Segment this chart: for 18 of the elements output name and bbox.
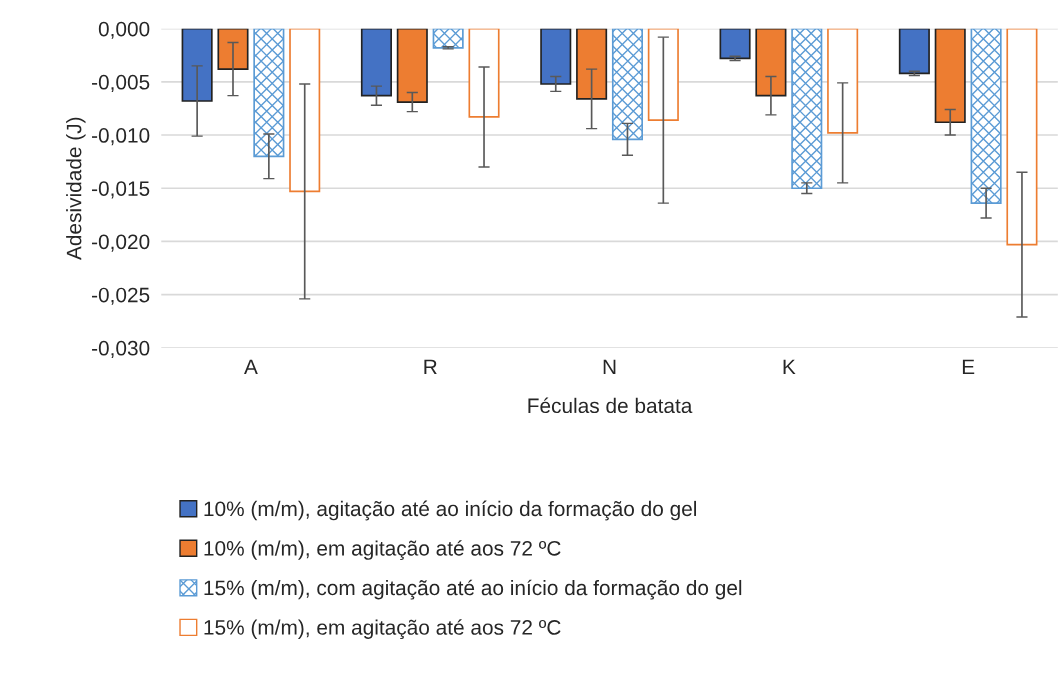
x-tick-label: K bbox=[783, 359, 796, 375]
legend-label: 15% (m/m), com agitação até ao início da formação do gel bbox=[204, 579, 742, 600]
x-axis-title: Féculas de batata bbox=[528, 397, 693, 414]
legend-label: 15% (m/m), em agitação até aos 72 ºC bbox=[204, 619, 561, 640]
x-tick-label: R bbox=[424, 359, 437, 375]
x-tick-label: E bbox=[962, 359, 975, 375]
y-axis-title: Adesividade (J) bbox=[66, 117, 86, 260]
y-tick-label: -0,020 bbox=[92, 234, 150, 252]
y-tick-label: -0,030 bbox=[92, 340, 150, 359]
y-tick-label: -0,010 bbox=[92, 128, 150, 146]
y-tick-label: 0,000 bbox=[98, 21, 150, 39]
legend-label: 10% (m/m), em agitação até aos 72 ºC bbox=[204, 540, 561, 560]
legend-label: 10% (m/m), agitação até ao início da formação do gel bbox=[204, 500, 697, 521]
y-tick-label: -0,015 bbox=[92, 181, 150, 199]
y-tick-label: -0,005 bbox=[92, 74, 150, 93]
y-tick-label: -0,025 bbox=[92, 287, 150, 305]
x-tick-label: N bbox=[603, 359, 616, 375]
x-tick-label: A bbox=[244, 359, 258, 375]
